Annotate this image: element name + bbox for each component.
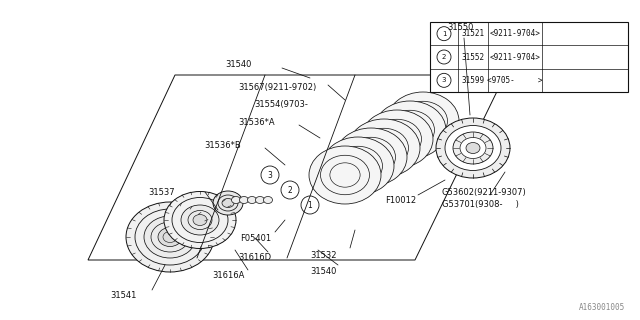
Text: 1: 1 (308, 201, 312, 210)
Text: <9211-9704>: <9211-9704> (490, 52, 540, 61)
Ellipse shape (374, 101, 446, 159)
Text: 31540: 31540 (310, 268, 337, 276)
Text: 31616D: 31616D (238, 253, 271, 262)
Text: 31554(9703-: 31554(9703- (254, 100, 308, 108)
Ellipse shape (222, 198, 234, 207)
Text: 31521: 31521 (461, 29, 484, 38)
Circle shape (261, 166, 279, 184)
Circle shape (437, 50, 451, 64)
Text: 31599: 31599 (461, 76, 484, 85)
Text: 31540: 31540 (225, 60, 252, 68)
Circle shape (301, 196, 319, 214)
Text: 31567(9211-9702): 31567(9211-9702) (238, 83, 316, 92)
Ellipse shape (309, 146, 381, 204)
Text: 3: 3 (268, 171, 273, 180)
Text: <9211-9704>: <9211-9704> (490, 29, 540, 38)
Text: G53602(9211-9307): G53602(9211-9307) (442, 188, 527, 196)
Circle shape (437, 27, 451, 41)
Ellipse shape (126, 202, 214, 272)
Circle shape (437, 73, 451, 87)
Ellipse shape (239, 196, 248, 204)
Ellipse shape (193, 214, 207, 226)
Ellipse shape (335, 128, 407, 186)
Text: 31537: 31537 (148, 188, 175, 196)
Text: 2: 2 (287, 186, 292, 195)
Text: 31550: 31550 (447, 23, 473, 32)
Ellipse shape (466, 142, 480, 154)
Text: F05401: F05401 (240, 234, 271, 243)
Ellipse shape (264, 196, 273, 204)
Text: 31532: 31532 (310, 251, 337, 260)
Ellipse shape (348, 119, 420, 177)
Text: 31541: 31541 (110, 291, 136, 300)
Circle shape (281, 181, 299, 199)
Ellipse shape (158, 228, 182, 246)
Ellipse shape (181, 205, 219, 235)
Ellipse shape (232, 196, 241, 204)
Ellipse shape (460, 138, 486, 158)
Text: 31536*A: 31536*A (238, 117, 275, 126)
Text: 1: 1 (442, 31, 446, 37)
Ellipse shape (144, 216, 196, 258)
Text: G53701(9308-     ): G53701(9308- ) (442, 199, 519, 209)
Ellipse shape (322, 137, 394, 195)
Text: F10012: F10012 (385, 196, 416, 204)
Text: A163001005: A163001005 (579, 303, 625, 312)
Text: 3: 3 (442, 77, 446, 83)
Ellipse shape (213, 191, 243, 215)
Ellipse shape (387, 92, 459, 150)
Ellipse shape (255, 196, 264, 204)
Text: 2: 2 (442, 54, 446, 60)
Ellipse shape (445, 125, 501, 171)
Text: 31552: 31552 (461, 52, 484, 61)
Ellipse shape (164, 191, 236, 249)
Ellipse shape (361, 110, 433, 168)
Text: 31616A: 31616A (212, 271, 244, 281)
Ellipse shape (436, 118, 510, 178)
Bar (430, 22, 628, 92)
Ellipse shape (453, 132, 493, 164)
Ellipse shape (248, 196, 257, 204)
Text: <9705-     >: <9705- > (487, 76, 543, 85)
Text: 31536*B: 31536*B (204, 140, 241, 149)
